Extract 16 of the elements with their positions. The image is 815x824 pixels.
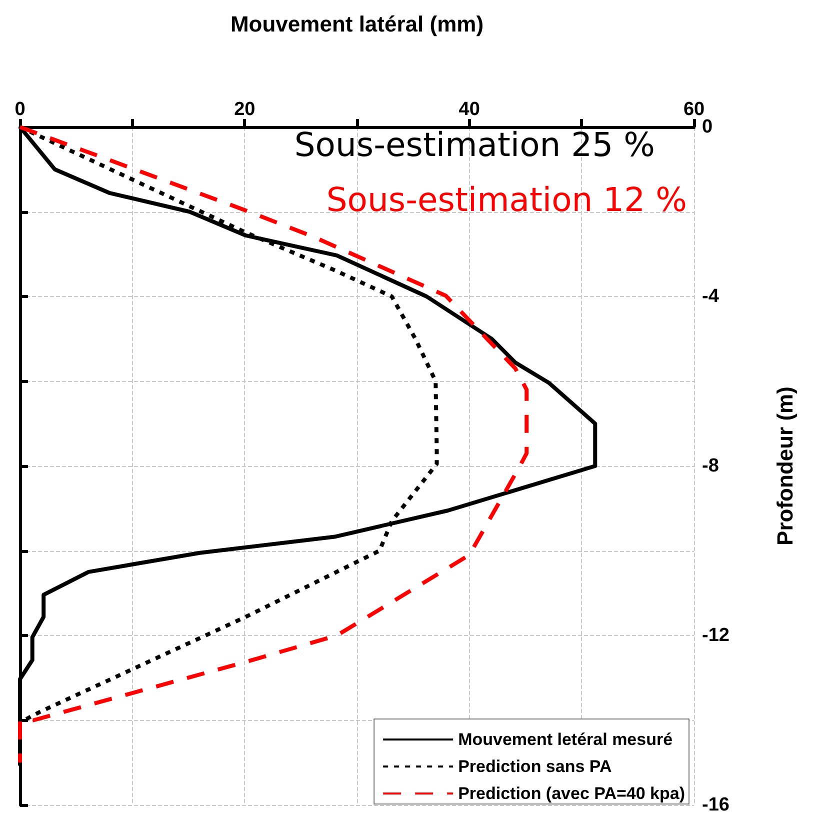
x-tick-label: 60 [683, 99, 705, 120]
annotation: Sous-estimation 25 % [294, 125, 656, 164]
y-tick-label: -4 [702, 286, 720, 307]
annotation: Sous-estimation 12 % [326, 180, 688, 219]
legend-label: Prediction sans PA [458, 757, 612, 776]
x-tick-label: 20 [234, 99, 256, 120]
y-tick-label: -16 [702, 794, 730, 816]
y-tick-label: 0 [702, 116, 713, 138]
legend-label: Prediction (avec PA=40 kpa) [458, 784, 686, 803]
legend-label: Mouvement letéral mesuré [458, 730, 673, 749]
x-tick-label: 0 [14, 99, 26, 120]
y-tick-label: -12 [702, 625, 730, 646]
y-tick-label: -8 [702, 456, 719, 476]
x-tick-label: 40 [458, 99, 480, 120]
y-axis-title: Profondeur (m) [772, 386, 798, 546]
x-axis-title: Mouvement latéral (mm) [230, 12, 484, 36]
